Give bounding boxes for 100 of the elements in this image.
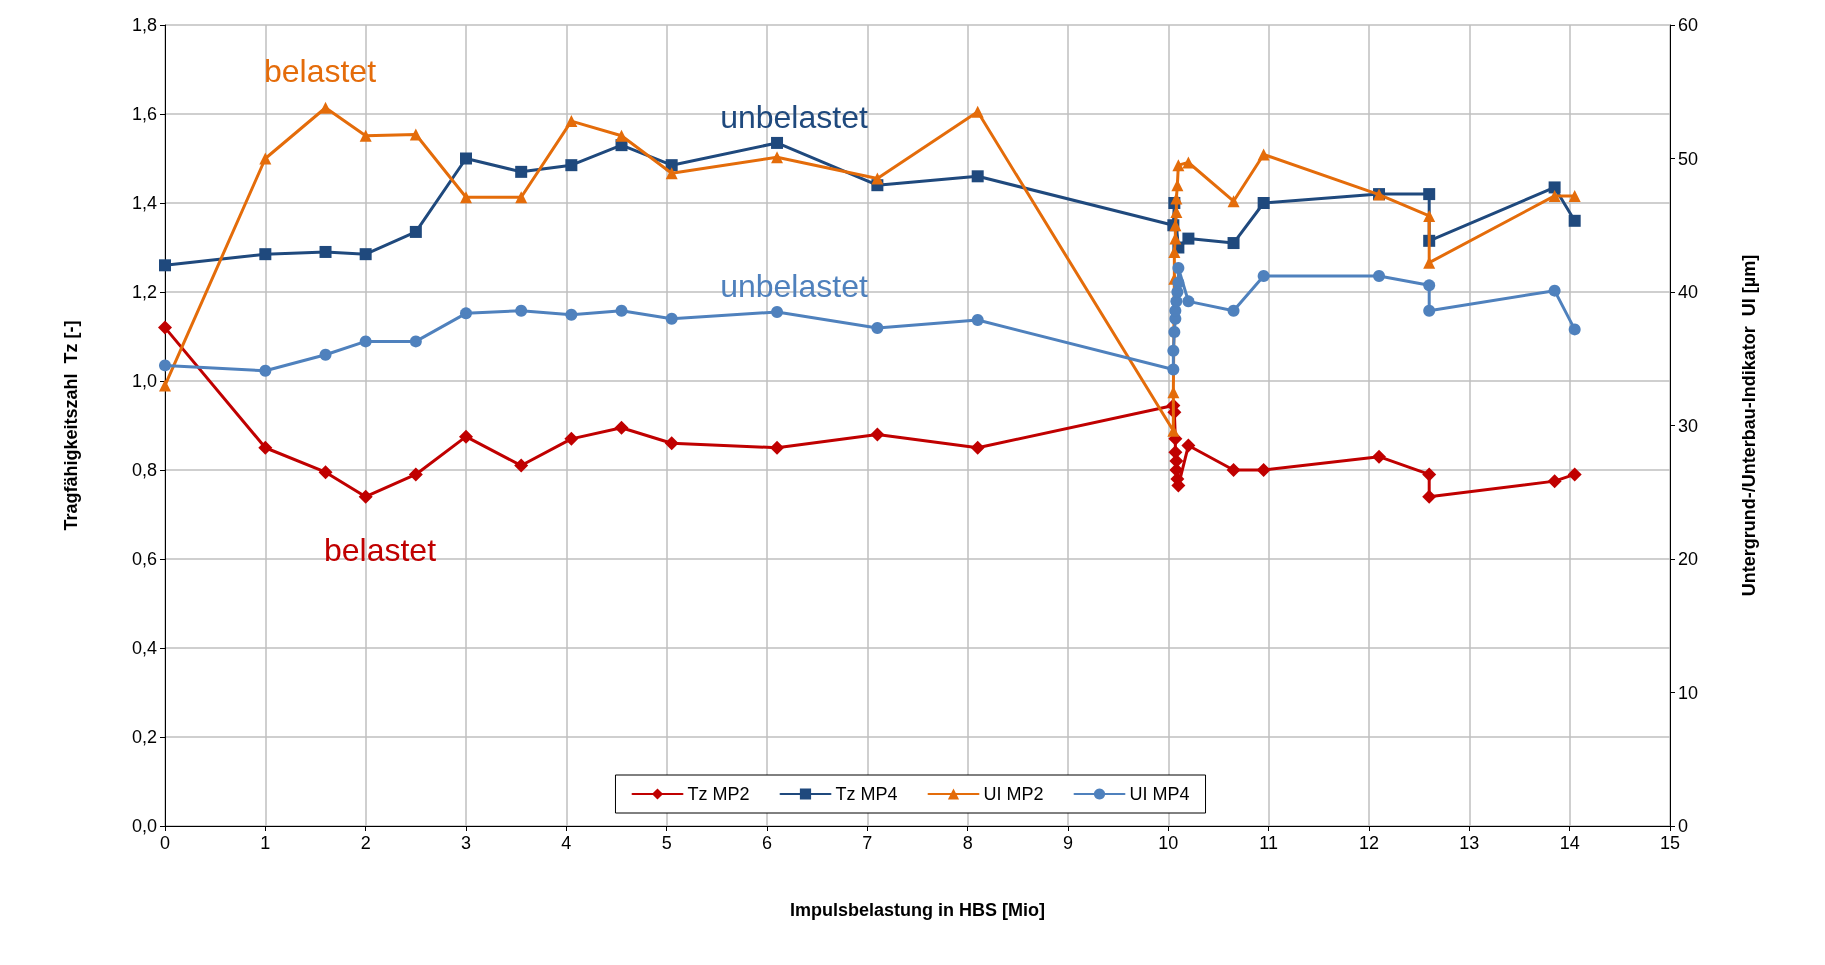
- point: [259, 364, 272, 377]
- point: [1548, 189, 1561, 202]
- point: [1181, 438, 1196, 453]
- point: [1256, 463, 1271, 477]
- point: [1422, 489, 1437, 504]
- x-tick-label: 15: [1659, 833, 1681, 853]
- point: [565, 159, 578, 172]
- y2-tick-label: 50: [1678, 148, 1699, 169]
- point: [408, 467, 423, 482]
- point: [1227, 195, 1240, 208]
- x-tick-label: 3: [460, 833, 472, 853]
- point: [1547, 474, 1562, 489]
- point: [159, 379, 171, 392]
- point: [971, 314, 984, 327]
- point: [971, 170, 984, 183]
- annotation: unbelastet: [720, 268, 868, 304]
- point: [1182, 232, 1195, 245]
- point: [665, 312, 678, 325]
- point: [319, 245, 332, 258]
- x-tick-label: 13: [1459, 833, 1480, 853]
- point: [318, 465, 333, 480]
- point: [1227, 304, 1240, 317]
- y-tick-label: 0,6: [131, 549, 157, 569]
- point: [871, 322, 884, 335]
- point: [1372, 449, 1387, 464]
- point: [615, 129, 628, 142]
- annotation: unbelastet: [720, 99, 868, 135]
- point: [1567, 467, 1582, 482]
- point: [1172, 276, 1185, 289]
- point: [1226, 463, 1241, 477]
- point: [409, 225, 422, 238]
- point: [1172, 261, 1185, 274]
- y-tick-label: 0,4: [131, 638, 157, 658]
- legend-label: Tz MP4: [835, 784, 898, 804]
- point: [615, 304, 628, 317]
- y2-tick-label: 10: [1678, 682, 1699, 703]
- y-tick-label: 0,8: [131, 460, 157, 480]
- point: [665, 167, 678, 180]
- point: [871, 172, 884, 185]
- point: [1548, 181, 1561, 194]
- point: [771, 151, 784, 164]
- x-tick-label: 11: [1259, 833, 1279, 853]
- point: [1568, 214, 1581, 227]
- point: [459, 429, 473, 444]
- x-tick-label: 9: [1062, 833, 1074, 853]
- annotation: belastet: [323, 532, 437, 568]
- y2-tick-label: 40: [1678, 282, 1699, 302]
- point: [1167, 344, 1180, 357]
- point: [664, 436, 679, 451]
- point: [460, 152, 472, 165]
- point: [1568, 323, 1581, 336]
- y-tick-label: 1,4: [131, 193, 157, 213]
- point: [159, 259, 171, 272]
- point: [319, 101, 332, 114]
- point: [1257, 148, 1270, 161]
- x-tick-label: 14: [1559, 833, 1580, 853]
- y-tick-label: 1,6: [131, 104, 157, 124]
- point: [515, 191, 528, 204]
- point: [770, 440, 785, 455]
- y-tick-label: 1,2: [131, 282, 157, 302]
- point: [515, 165, 528, 178]
- point: [159, 359, 171, 372]
- point: [259, 152, 272, 165]
- legend-label: UI MP4: [1129, 784, 1190, 804]
- point: [614, 420, 629, 435]
- y2-tick-label: 60: [1678, 15, 1699, 35]
- point: [1422, 467, 1437, 482]
- point: [359, 248, 372, 261]
- point: [158, 320, 172, 335]
- point: [409, 335, 422, 348]
- annotation: belastet: [263, 53, 377, 89]
- point: [258, 440, 273, 455]
- point: [1257, 269, 1270, 282]
- point: [1548, 284, 1561, 297]
- point: [564, 431, 579, 446]
- legend-label: UI MP2: [983, 784, 1044, 804]
- point: [970, 440, 985, 455]
- x-tick-label: 8: [962, 833, 973, 853]
- point: [1423, 209, 1436, 222]
- y2-tick-label: 0: [1678, 816, 1689, 836]
- point: [1373, 269, 1386, 282]
- point: [1227, 237, 1240, 250]
- y-tick-label: 0,2: [131, 727, 157, 747]
- point: [1182, 295, 1195, 308]
- point: [515, 304, 528, 317]
- point: [565, 115, 578, 128]
- point: [514, 458, 529, 473]
- point: [1172, 159, 1185, 172]
- point: [358, 489, 373, 504]
- x-tick-label: 12: [1358, 833, 1380, 853]
- x-tick-label: 7: [862, 833, 873, 853]
- x-axis-title: Impulsbelastung in HBS [Mio]: [790, 900, 1045, 920]
- point: [1423, 188, 1436, 201]
- y2-axis-title: Untergrund-/Unterbau-Indikator UI [µm]: [1739, 254, 1759, 597]
- legend-label: Tz MP2: [687, 784, 750, 804]
- y-tick-label: 0,0: [131, 816, 157, 836]
- x-tick-label: 10: [1158, 833, 1179, 853]
- point: [1423, 279, 1436, 292]
- point: [1168, 326, 1181, 339]
- point: [771, 306, 784, 319]
